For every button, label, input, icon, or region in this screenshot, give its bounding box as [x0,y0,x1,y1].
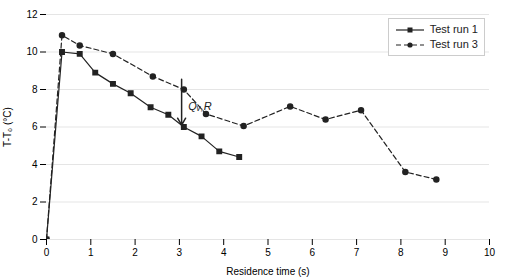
svg-text:Qᵥ,R: Qᵥ,R [188,100,212,112]
svg-text:3: 3 [177,247,183,258]
svg-text:0: 0 [44,247,50,258]
svg-text:10: 10 [484,247,496,258]
html-text:Test run 1: Test run 1 [429,23,478,35]
html-text:Test run 3: Test run 3 [429,38,478,50]
svg-text:1: 1 [88,247,94,258]
svg-text:0: 0 [32,234,38,245]
svg-text:5: 5 [265,247,271,258]
svg-text:4: 4 [221,247,227,258]
svg-text:T-T₀ (°C): T-T₀ (°C) [2,107,13,147]
svg-text:9: 9 [442,247,448,258]
svg-text:2: 2 [132,247,138,258]
svg-text:2: 2 [32,196,38,207]
svg-text:6: 6 [310,247,316,258]
svg-text:4: 4 [32,159,38,170]
svg-text:7: 7 [354,247,360,258]
svg-text:8: 8 [32,84,38,95]
svg-text:8: 8 [398,247,404,258]
svg-text:12: 12 [26,9,38,20]
svg-text:6: 6 [32,121,38,132]
svg-text:10: 10 [26,46,38,57]
svg-text:Residence time (s): Residence time (s) [226,266,309,277]
